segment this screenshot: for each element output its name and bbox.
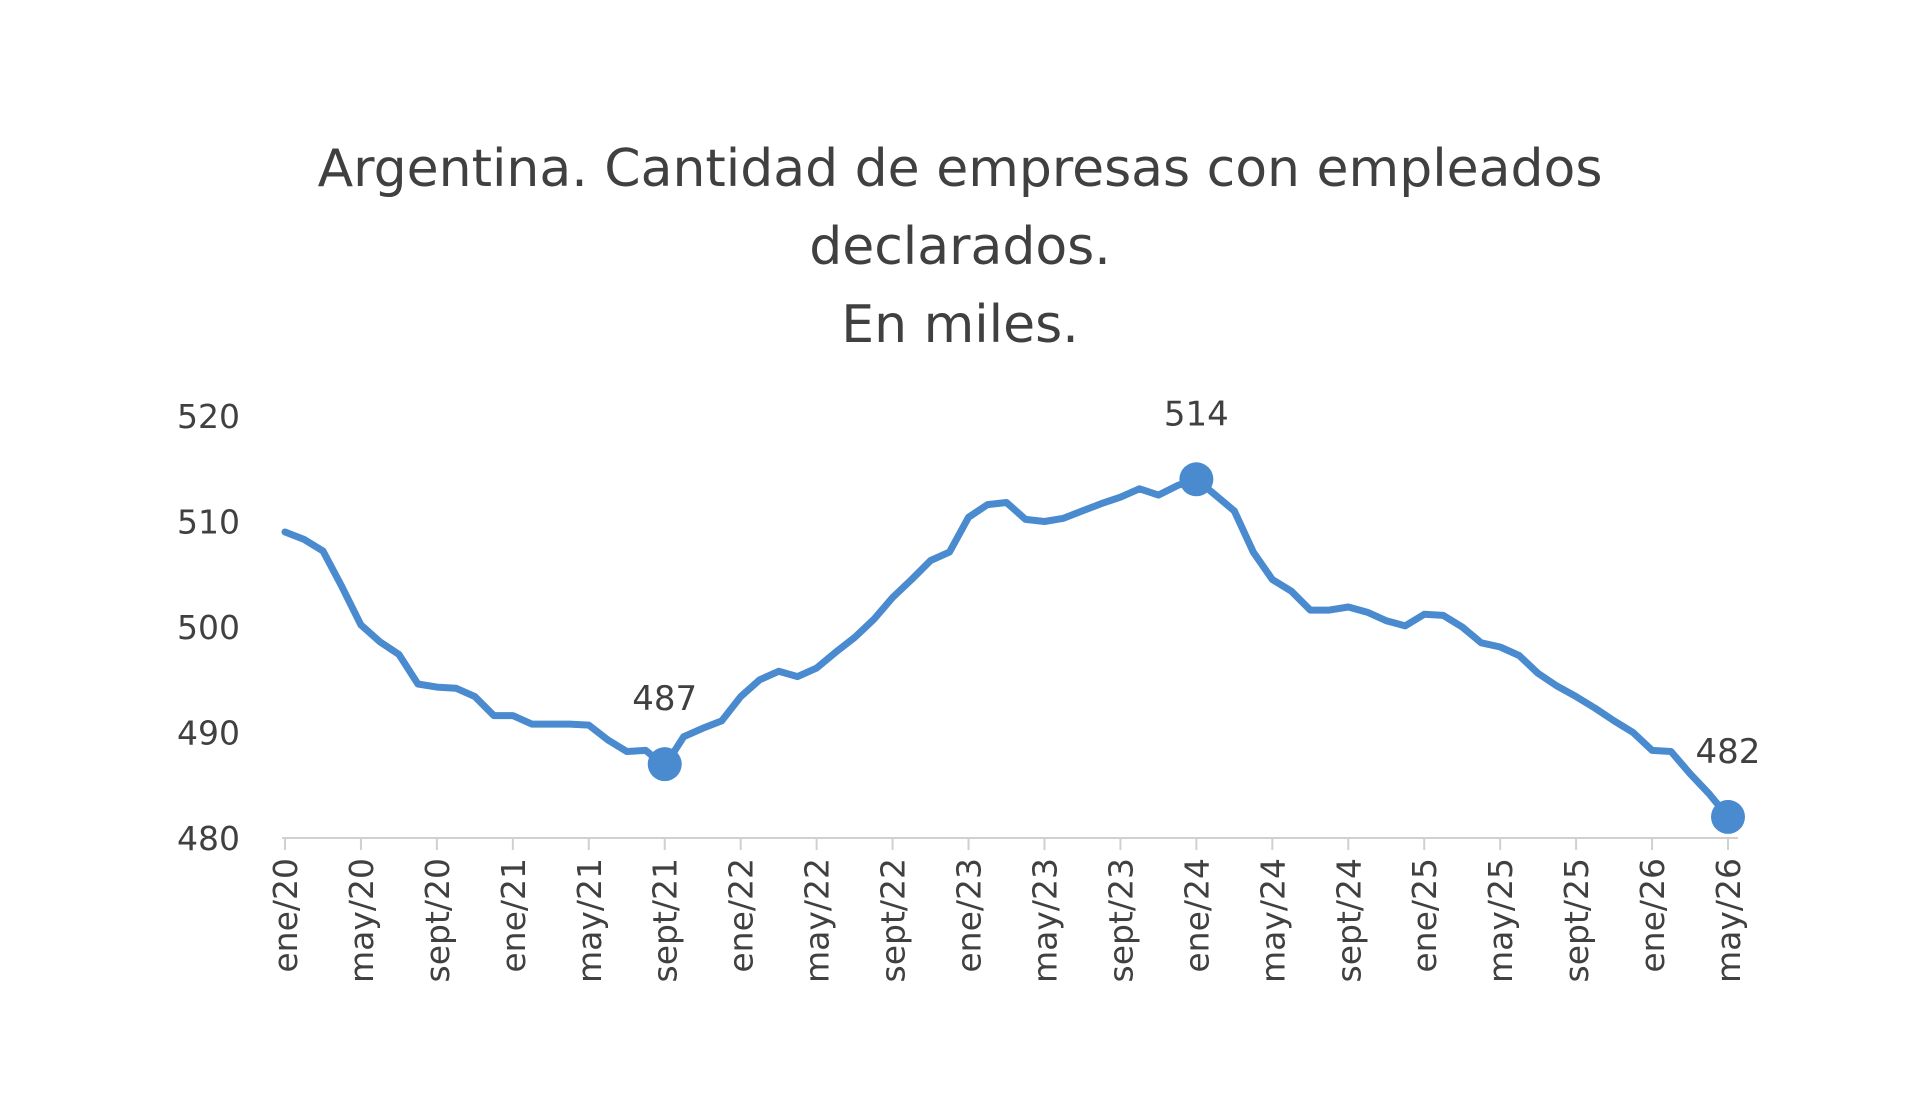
- x-tick-label: sept/21: [646, 858, 685, 983]
- data-point-marker: [647, 747, 682, 782]
- series-line: [281, 475, 1732, 821]
- x-tick-label: may/26: [1709, 858, 1748, 983]
- y-tick-label: 480: [177, 819, 240, 858]
- x-tick-label: ene/24: [1177, 858, 1216, 973]
- x-tick-label: sept/25: [1557, 858, 1596, 983]
- x-tick-label: ene/25: [1405, 858, 1444, 973]
- x-tick-label: may/24: [1253, 858, 1292, 983]
- x-tick-label: ene/26: [1633, 858, 1672, 973]
- y-tick-label: 500: [177, 608, 240, 647]
- data-label: 482: [1696, 732, 1761, 772]
- data-point-marker: [1179, 462, 1214, 497]
- chart-title-line-1: Argentina. Cantidad de empresas con empl…: [317, 139, 1603, 199]
- x-tick-label: may/23: [1025, 858, 1064, 983]
- x-tick-label: ene/21: [494, 858, 533, 973]
- x-tick-label: ene/20: [266, 858, 305, 973]
- x-tick-label: sept/22: [874, 858, 913, 983]
- chart-title-line-2: declarados.: [809, 217, 1111, 277]
- data-label: 514: [1164, 394, 1229, 434]
- x-tick-label: sept/20: [418, 858, 457, 983]
- chart-title: Argentina. Cantidad de empresas con empl…: [0, 130, 1920, 364]
- y-tick-label: 490: [177, 714, 240, 753]
- y-tick-label: 520: [177, 397, 240, 436]
- x-tick-label: may/20: [342, 858, 381, 983]
- data-label: 487: [632, 679, 697, 719]
- x-tick-label: ene/22: [722, 858, 761, 973]
- x-tick-label: may/22: [798, 858, 837, 983]
- x-tick-label: sept/23: [1101, 858, 1140, 983]
- x-tick-label: sept/24: [1329, 858, 1368, 983]
- data-point-marker: [1711, 799, 1745, 834]
- x-tick-label: may/21: [570, 858, 609, 983]
- y-tick-label: 510: [177, 503, 240, 542]
- chart-title-line-3: En miles.: [841, 295, 1079, 355]
- x-tick-label: may/25: [1481, 858, 1520, 983]
- x-tick-label: ene/23: [950, 858, 989, 973]
